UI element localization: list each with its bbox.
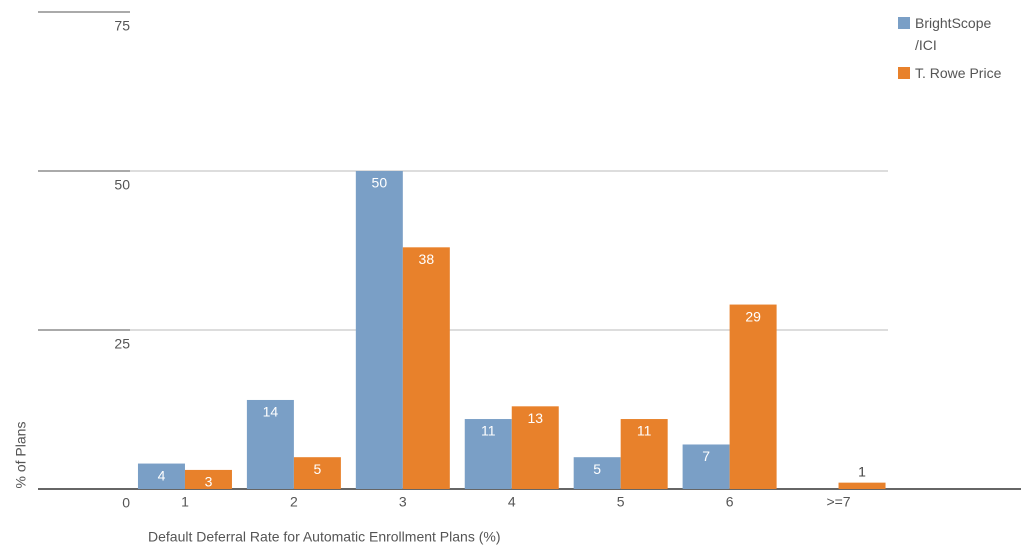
bar: [464, 419, 512, 489]
data-label: 11: [637, 423, 652, 439]
x-tick-label: 4: [508, 494, 516, 510]
bar: [137, 463, 185, 489]
data-label: 29: [745, 308, 761, 324]
x-tick-label: 5: [617, 494, 625, 510]
x-tick-label: 3: [399, 494, 407, 510]
data-label: 5: [593, 461, 601, 477]
x-tick-label: 1: [181, 494, 189, 510]
bar: [184, 469, 232, 489]
bar: [620, 419, 668, 489]
data-label: 7: [702, 448, 710, 464]
legend-label: T. Rowe Price: [915, 65, 1002, 81]
data-label: 5: [313, 461, 321, 477]
data-label: 3: [205, 474, 213, 490]
legend-swatch: [898, 67, 910, 79]
x-tick-label: 2: [290, 494, 298, 510]
y-tick-label: 25: [114, 336, 130, 352]
legend: BrightScope /ICI T. Rowe Price: [898, 12, 1016, 90]
y-tick-label: 75: [114, 18, 130, 34]
x-tick-label: 6: [726, 494, 734, 510]
bar: [355, 171, 403, 489]
y-tick-label: 50: [114, 177, 130, 193]
bar: [729, 304, 777, 489]
data-label: 50: [372, 175, 388, 191]
data-label: 1: [858, 463, 866, 479]
legend-item: BrightScope /ICI: [898, 12, 1016, 56]
data-label: 14: [263, 404, 279, 420]
legend-label: BrightScope /ICI: [915, 15, 992, 53]
data-label: 4: [158, 467, 166, 483]
data-label: 38: [419, 251, 435, 267]
y-axis-title: % of Plans: [13, 422, 29, 489]
bar: [293, 457, 341, 489]
y-tick-label: 0: [122, 495, 130, 511]
data-label: 11: [481, 423, 496, 439]
bar: [838, 482, 886, 489]
bar: [246, 399, 294, 489]
x-axis-title: Default Deferral Rate for Automatic Enro…: [148, 529, 500, 545]
legend-item: T. Rowe Price: [898, 62, 1016, 84]
bar: [402, 247, 450, 489]
data-label: 13: [527, 410, 543, 426]
x-tick-label: >=7: [826, 494, 850, 510]
bar: [682, 444, 730, 489]
bar: [573, 457, 621, 489]
legend-swatch: [898, 17, 910, 29]
bar: [511, 406, 559, 489]
